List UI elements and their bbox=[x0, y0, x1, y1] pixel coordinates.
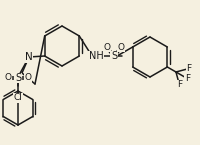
Text: O: O bbox=[117, 42, 124, 51]
Text: O: O bbox=[103, 42, 110, 51]
Text: S: S bbox=[15, 73, 21, 83]
Text: O: O bbox=[24, 74, 31, 83]
Text: NH: NH bbox=[88, 51, 103, 61]
Text: S: S bbox=[110, 51, 116, 61]
Text: F: F bbox=[184, 74, 189, 83]
Text: Cl: Cl bbox=[13, 94, 22, 103]
Text: F: F bbox=[176, 80, 181, 89]
Text: O: O bbox=[4, 74, 11, 83]
Text: N: N bbox=[25, 52, 33, 62]
Text: F: F bbox=[185, 64, 190, 73]
